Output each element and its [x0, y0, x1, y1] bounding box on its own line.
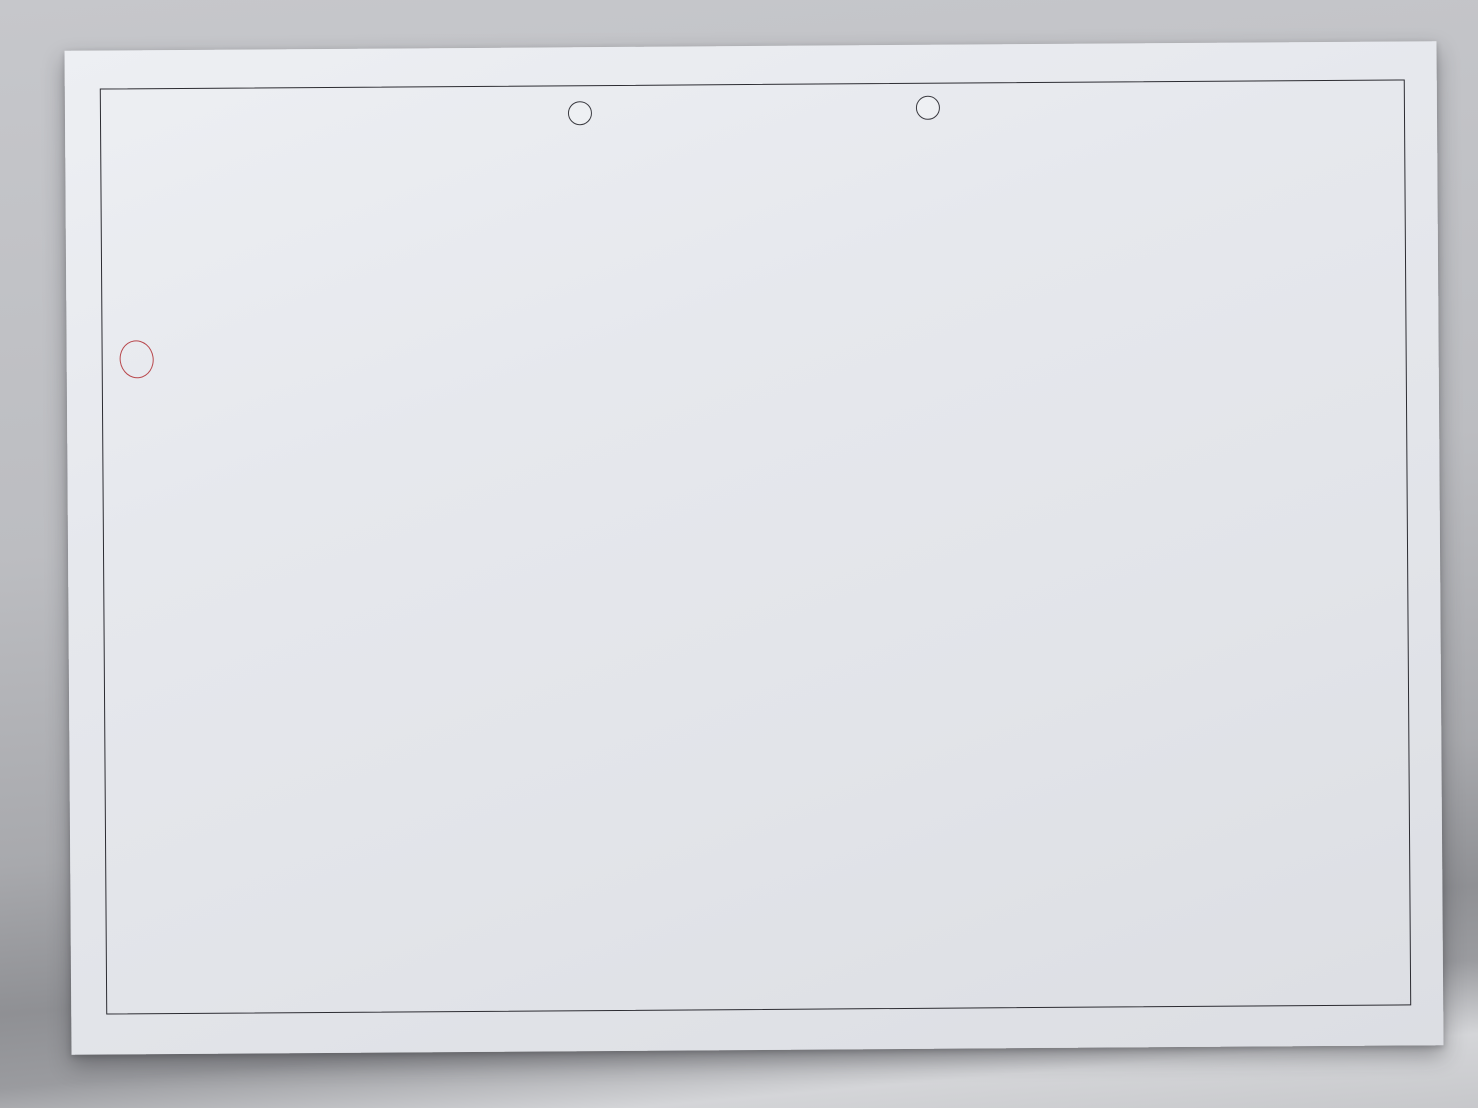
- punch-hole-left: [567, 101, 593, 126]
- sheet-border: [99, 79, 1412, 1015]
- scoresheet-paper: [64, 41, 1444, 1055]
- punch-hole-right: [915, 95, 941, 120]
